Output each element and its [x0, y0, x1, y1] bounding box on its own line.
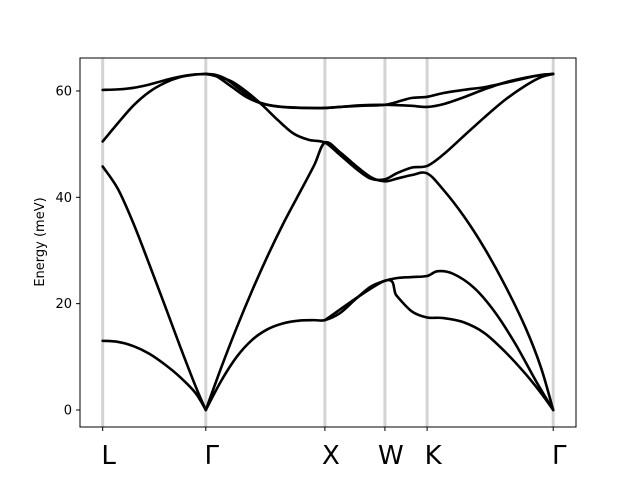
y-tick-label-20: 20	[55, 297, 72, 312]
dispersion-curves	[103, 74, 554, 410]
kpoint-label-5: Γ	[552, 441, 567, 471]
band-curve-8	[206, 74, 553, 180]
y-axis-label: Energy (meV)	[33, 197, 48, 286]
y-axis-ticks: 0 20 40 60	[55, 84, 80, 418]
band-curve-5	[206, 271, 553, 410]
kpoint-label-0: L	[101, 441, 116, 471]
y-tick-label-40: 40	[55, 191, 72, 206]
band-curve-6	[206, 142, 553, 410]
kpoint-label-4: K	[425, 441, 443, 471]
plot-frame	[80, 58, 576, 427]
kpoint-label-2: X	[322, 441, 340, 471]
y-tick-label-0: 0	[64, 403, 72, 418]
k-point-lines	[103, 58, 554, 427]
y-tick-label-60: 60	[55, 84, 72, 99]
kpoint-label-1: Γ	[205, 441, 220, 471]
kpoint-label-3: W	[378, 441, 404, 471]
band-curve-7	[325, 280, 553, 410]
band-curve-2	[103, 166, 206, 410]
